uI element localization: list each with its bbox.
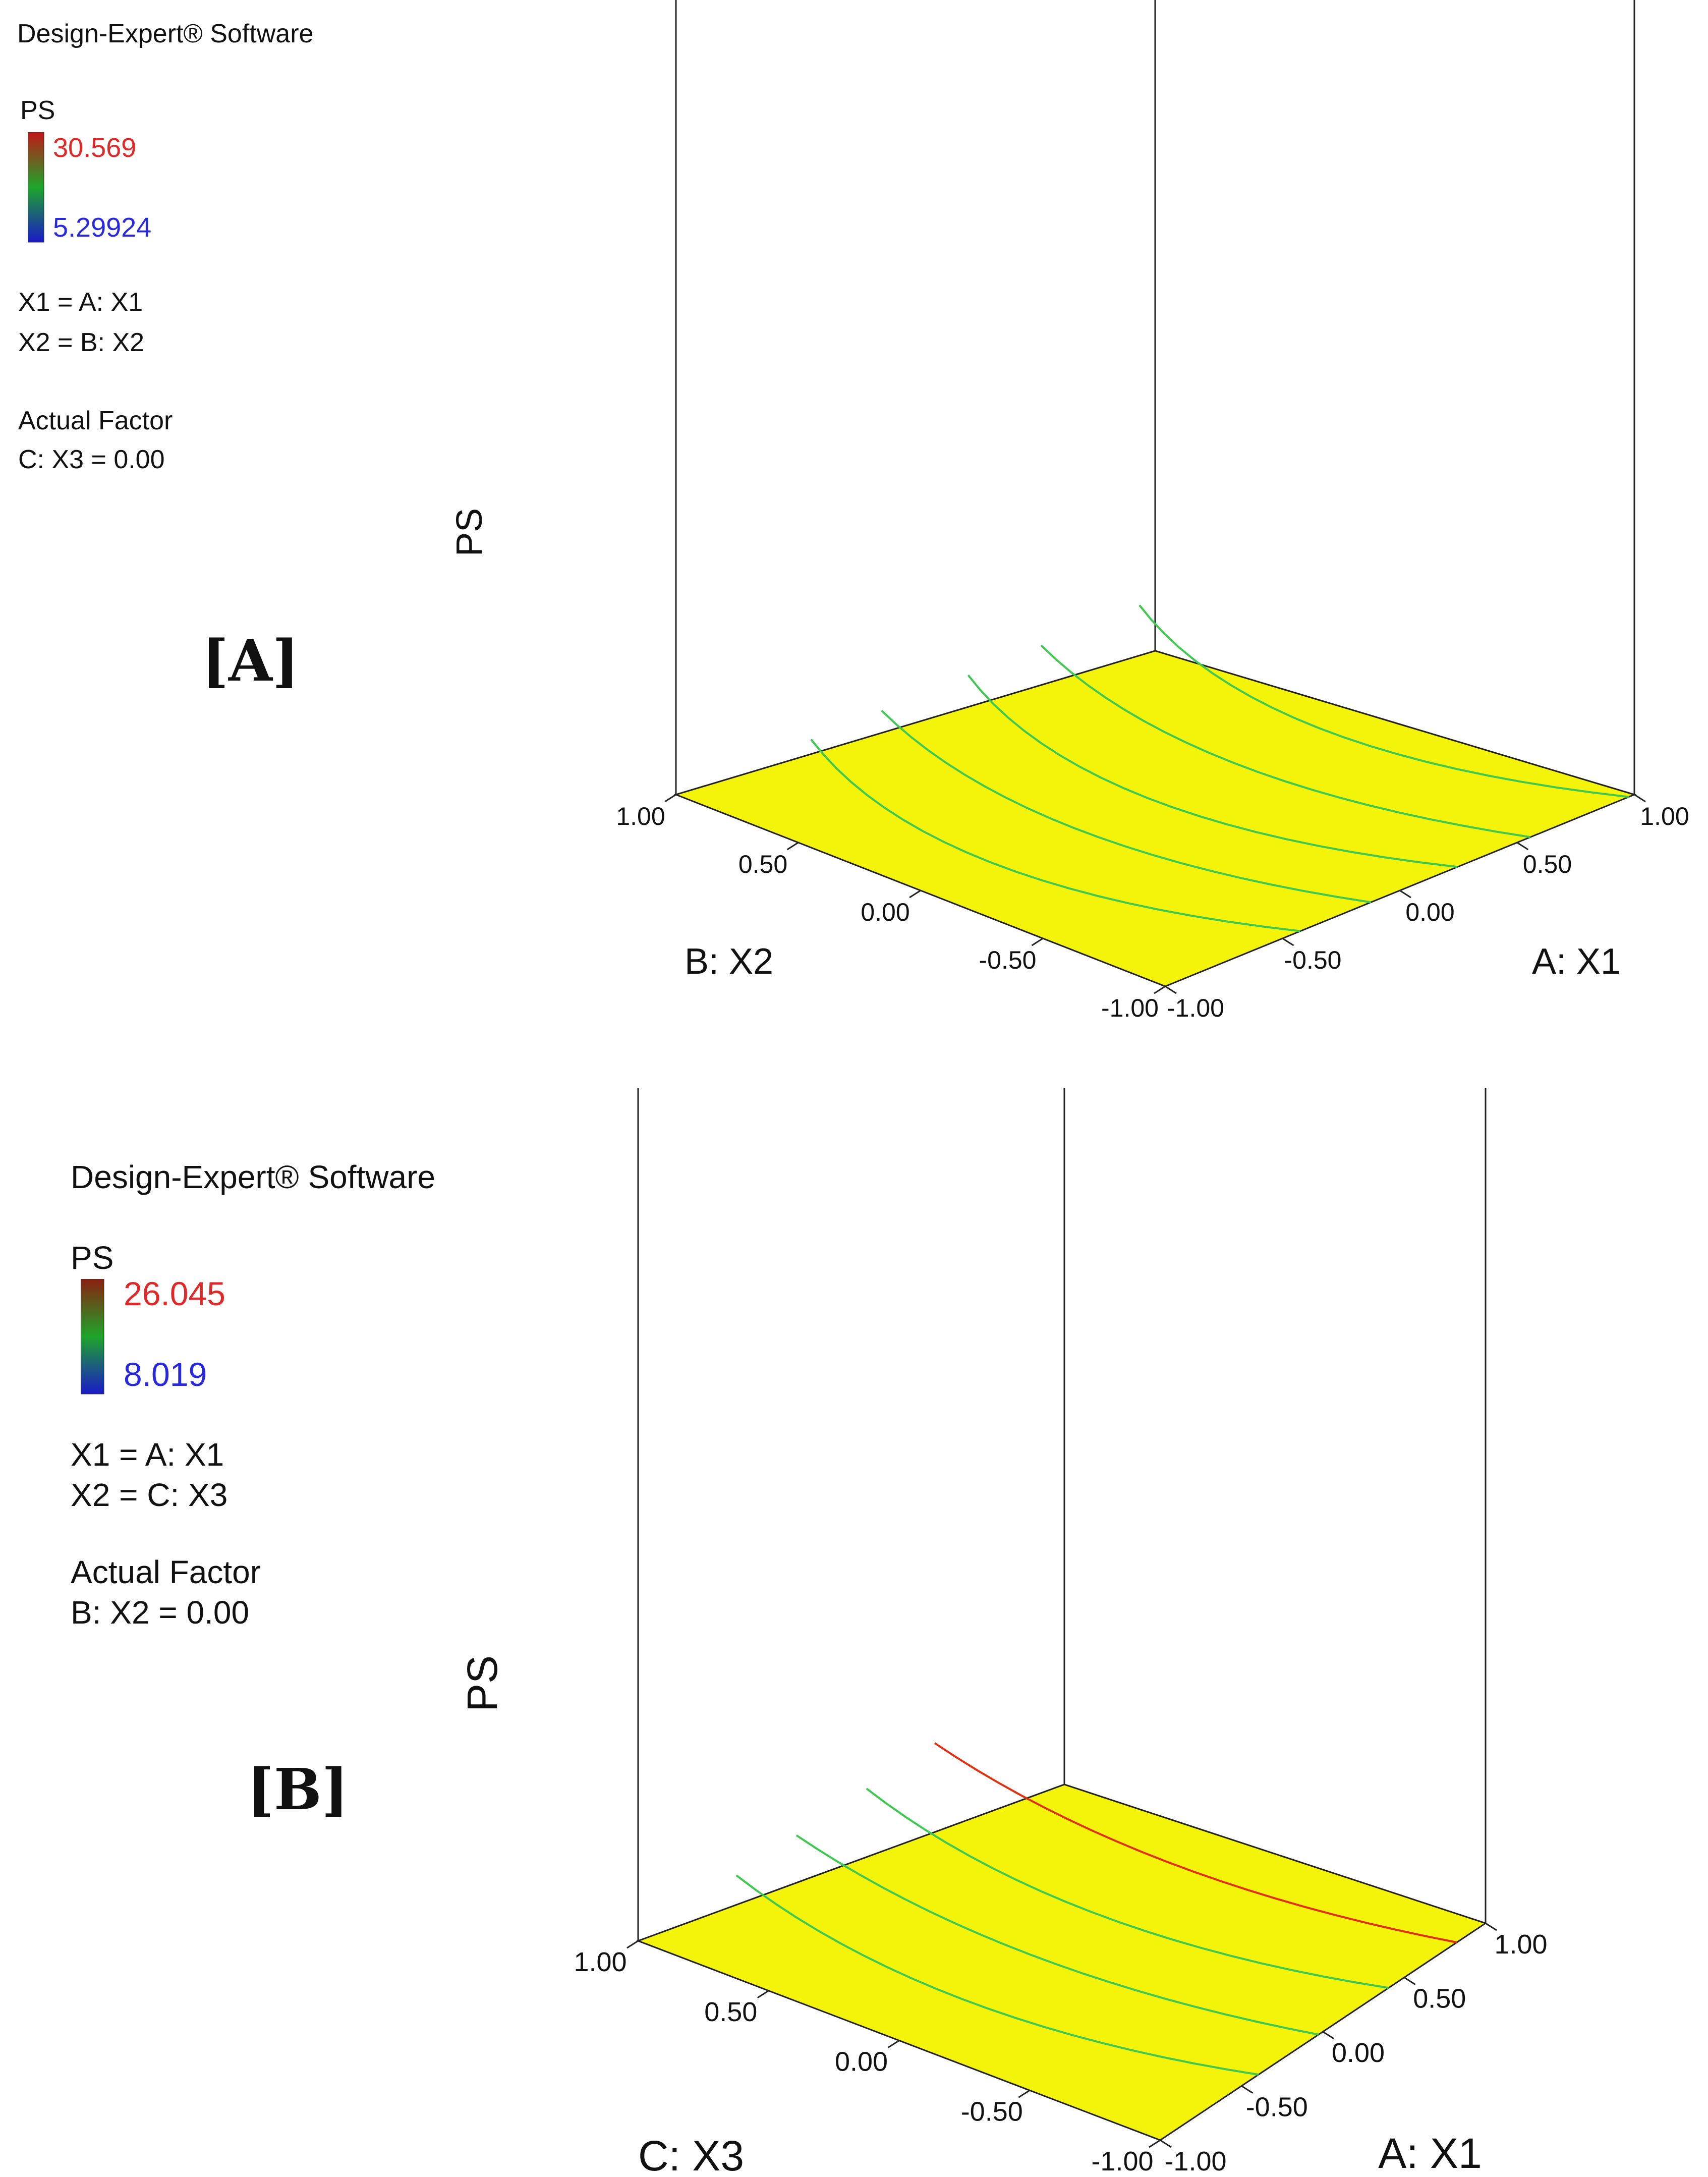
y-tick-label: 0.50: [738, 850, 787, 878]
contour-line: [866, 1788, 1389, 1989]
x2-definition-b: X2 = C: X3: [71, 1477, 228, 1513]
legend-min-a: 5.29924: [53, 212, 152, 243]
software-name-b: Design-Expert® Software: [71, 1159, 435, 1195]
x-axis-title: A: X1: [1378, 2130, 1482, 2177]
x-tick-label: -1.00: [1167, 994, 1224, 1022]
x-tick: [1160, 2139, 1172, 2148]
y-tick: [757, 1990, 769, 1999]
contour-floor: [673, 650, 1637, 987]
x-tick-label: 0.00: [1405, 898, 1454, 926]
y-tick: [786, 842, 799, 851]
legend-max-b: 26.045: [124, 1275, 225, 1312]
surface-plot-a: 2318.5149.55PS-1.00-0.500.000.501.00A: X…: [449, 0, 1689, 1022]
response-name-b: PS: [71, 1240, 114, 1276]
contour-line: [1040, 644, 1531, 839]
actual-factor-a: C: X3 = 0.00: [18, 445, 165, 474]
legend-min-b: 8.019: [124, 1356, 207, 1393]
y-tick-label: -0.50: [979, 946, 1037, 974]
contour-line: [735, 1874, 1259, 2076]
x-tick: [1403, 1977, 1416, 1985]
y-tick: [1154, 985, 1166, 994]
y-tick: [664, 794, 676, 803]
y-tick-label: 1.00: [574, 1947, 627, 1977]
x-tick-label: 1.00: [1640, 802, 1689, 830]
x-tick-label: 1.00: [1494, 1929, 1547, 1960]
software-name-a: Design-Expert® Software: [17, 19, 314, 48]
y-tick-label: 0.50: [704, 1997, 757, 2027]
contour-line: [934, 1742, 1457, 1943]
y-tick: [909, 889, 921, 899]
x-tick: [1322, 2031, 1335, 2040]
actual-factor-title-b: Actual Factor: [71, 1554, 261, 1590]
x-tick-label: -0.50: [1284, 946, 1342, 974]
contour-line: [795, 1834, 1319, 2036]
panel-label-b: [B]: [247, 1757, 349, 1823]
contour-line: [967, 674, 1458, 868]
y-tick: [1149, 2139, 1161, 2148]
x-tick: [1241, 2085, 1254, 2094]
color-scale-a: [28, 132, 44, 243]
y-tick: [1018, 2089, 1031, 2098]
panel-label-a: [A]: [202, 628, 299, 694]
x-tick-label: 0.50: [1413, 1984, 1466, 2014]
contour-floor: [636, 1783, 1488, 2141]
surface-plot-b: 282318138PS-1.00-0.500.000.501.00A: X1-1…: [459, 1088, 1548, 2177]
contour-line: [1138, 604, 1629, 798]
z-axis-title: PS: [459, 1655, 506, 1712]
color-scale-b: [81, 1279, 104, 1394]
x-tick: [1634, 794, 1646, 803]
x-tick: [1399, 889, 1411, 899]
panel-b: Design-Expert® Software PS 26.045 8.019 …: [0, 1088, 1708, 2177]
x-axis-title: A: X1: [1532, 941, 1621, 982]
y-tick-label: 1.00: [616, 802, 665, 830]
contour-line: [810, 739, 1301, 932]
legend-max-a: 30.569: [53, 133, 137, 163]
panel-a: Design-Expert® Software PS 30.569 5.2992…: [0, 0, 1708, 1088]
x-tick-label: 0.00: [1332, 2038, 1385, 2068]
x1-definition-a: X1 = A: X1: [18, 288, 143, 317]
x-tick: [1282, 937, 1294, 946]
y-tick-label: -0.50: [961, 2096, 1023, 2127]
actual-factor-title-a: Actual Factor: [18, 406, 173, 435]
y-tick: [887, 2040, 900, 2048]
z-axis-title: PS: [449, 508, 490, 556]
x1-definition-b: X1 = A: X1: [71, 1436, 224, 1473]
x-tick-label: -1.00: [1164, 2146, 1226, 2176]
y-tick: [627, 1940, 639, 1949]
x-tick-label: -0.50: [1246, 2092, 1308, 2123]
x-tick-label: 0.50: [1523, 850, 1572, 878]
x-tick: [1165, 985, 1177, 994]
x-tick: [1485, 1922, 1497, 1931]
y-axis-title: C: X3: [638, 2132, 744, 2177]
y-tick: [1031, 937, 1044, 946]
y-tick-label: -1.00: [1101, 994, 1159, 1022]
actual-factor-b: B: X2 = 0.00: [71, 1594, 250, 1631]
contour-line: [881, 709, 1372, 904]
y-tick-label: 0.00: [835, 2047, 888, 2077]
response-name-a: PS: [20, 96, 55, 125]
y-axis-title: B: X2: [685, 941, 773, 982]
y-tick-label: -1.00: [1091, 2146, 1153, 2176]
x-tick: [1516, 842, 1529, 851]
y-tick-label: 0.00: [861, 898, 909, 926]
x2-definition-a: X2 = B: X2: [18, 328, 145, 357]
